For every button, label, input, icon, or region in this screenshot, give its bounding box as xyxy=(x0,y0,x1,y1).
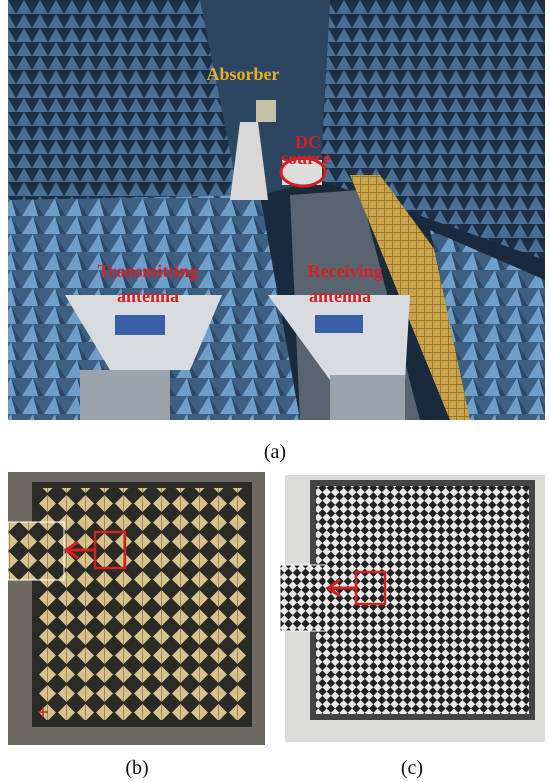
photo-b xyxy=(8,472,265,745)
inset xyxy=(280,565,326,631)
absorber-sample xyxy=(256,100,276,122)
photo-c xyxy=(280,475,545,742)
tx-plate xyxy=(115,315,165,335)
annotation: antenna xyxy=(117,286,179,306)
metasurface xyxy=(38,488,246,720)
photo-a: Absorber DC source Transmitting antenna … xyxy=(8,0,545,420)
caption: (c) xyxy=(401,757,423,779)
metasurface xyxy=(316,486,529,714)
rx-mount xyxy=(330,375,405,420)
annotation: Absorber xyxy=(207,64,280,84)
caption: (b) xyxy=(125,757,148,779)
figure: Absorber DC source Transmitting antenna … xyxy=(0,0,550,782)
caption: (a) xyxy=(264,441,286,463)
page: Absorber DC source Transmitting antenna … xyxy=(0,0,550,782)
rx-plate xyxy=(315,315,363,333)
annotation: Transmitting xyxy=(98,261,199,281)
annotation: source xyxy=(281,148,331,168)
annotation: antenna xyxy=(309,286,371,306)
inset xyxy=(8,522,64,580)
annotation: Receiving xyxy=(308,261,383,281)
tx-mount xyxy=(80,370,170,420)
